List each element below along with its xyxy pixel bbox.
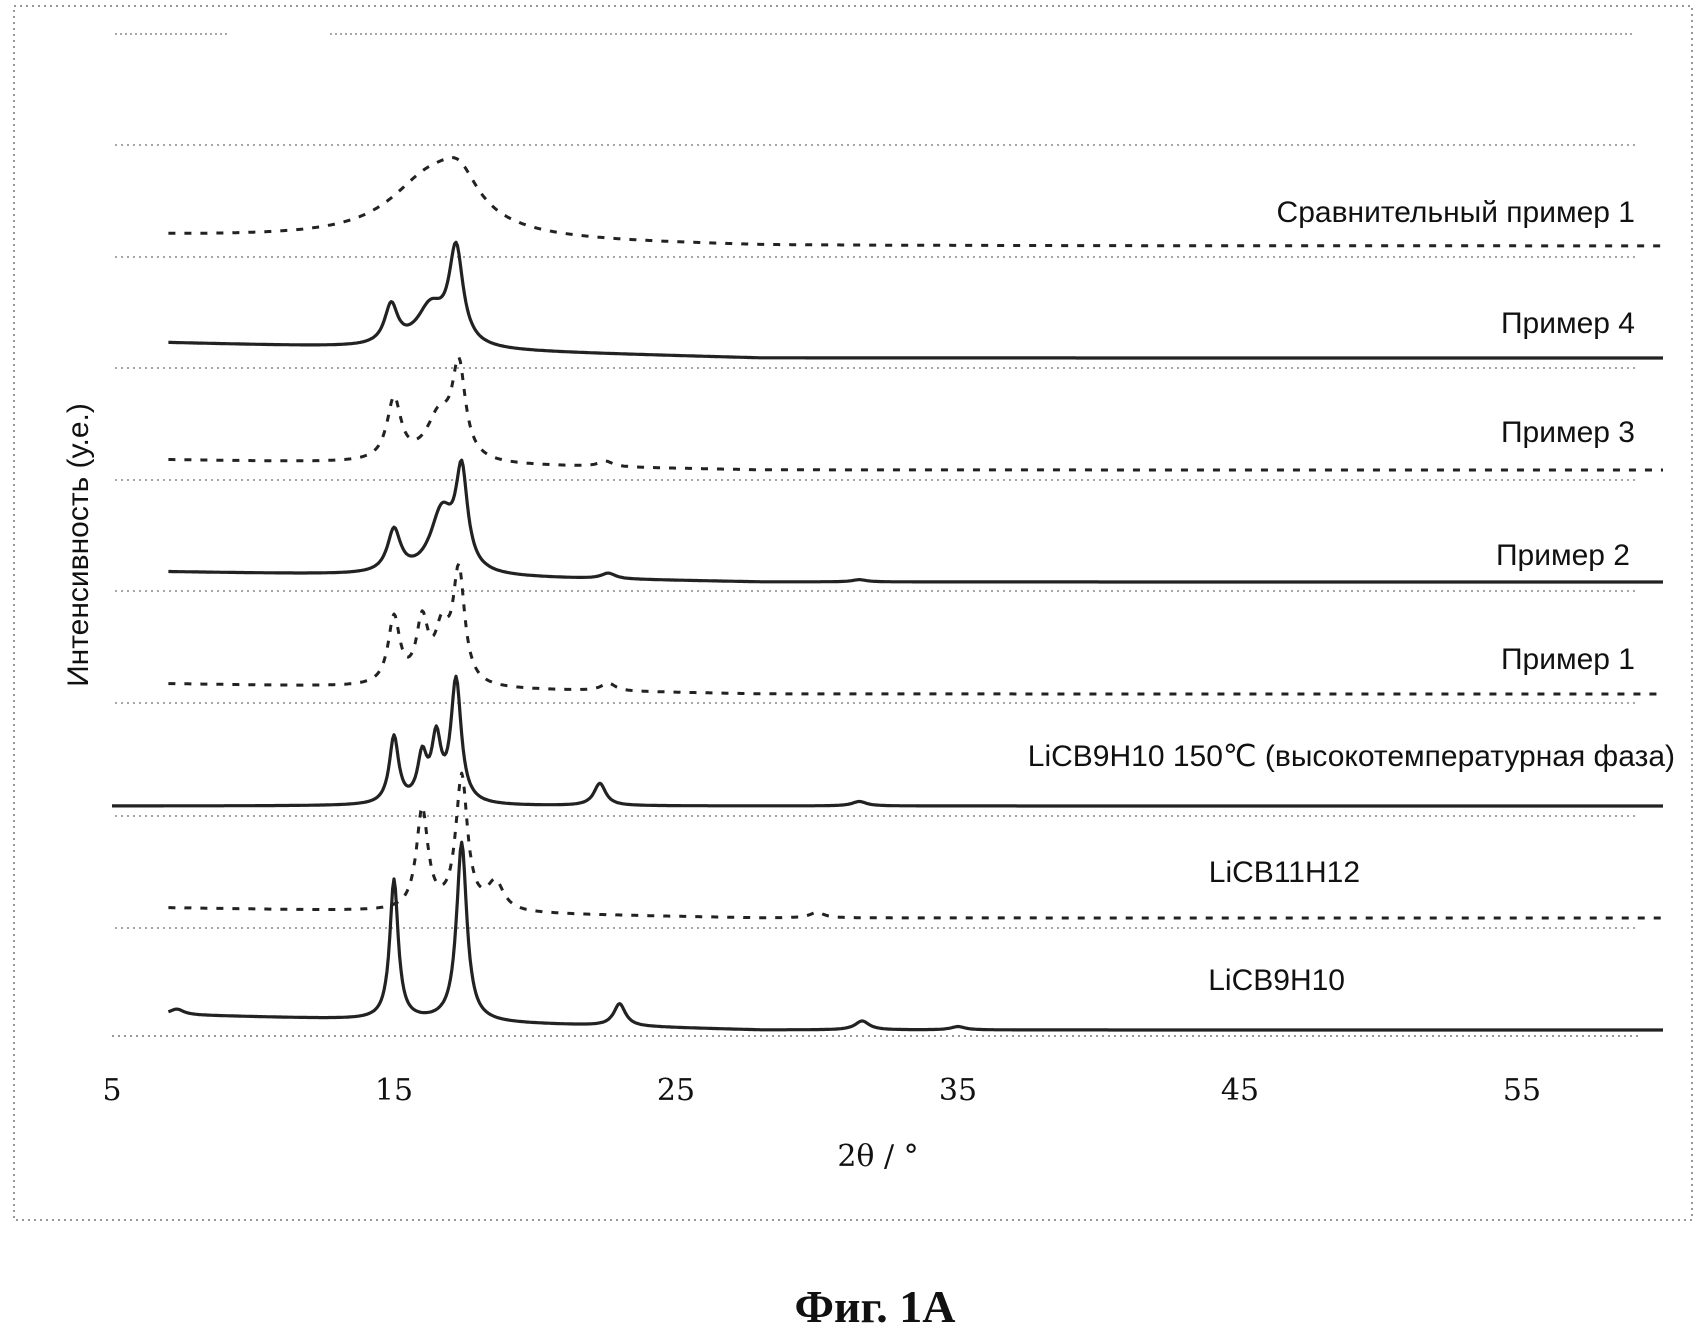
series-line xyxy=(168,357,1663,470)
series-label: LiCB11H12 xyxy=(1209,856,1360,889)
series-label: Пример 3 xyxy=(1501,416,1635,449)
series-label: Пример 4 xyxy=(1501,307,1635,340)
series-label: LiCB9H10 xyxy=(1208,964,1345,997)
x-tick-label: 55 xyxy=(1503,1073,1541,1108)
x-tick-label: 5 xyxy=(102,1073,121,1108)
series-line xyxy=(168,842,1663,1030)
series-label: Сравнительный пример 1 xyxy=(1277,196,1635,229)
x-tick-label: 45 xyxy=(1221,1073,1259,1108)
series-line xyxy=(168,242,1663,358)
series-label: Пример 1 xyxy=(1501,643,1635,676)
series-labels: Сравнительный пример 1 Пример 4 Пример 3 Пр… xyxy=(1028,196,1675,997)
x-tick-label: 15 xyxy=(375,1073,413,1108)
plot-frame xyxy=(14,6,1692,1220)
trace-separators xyxy=(115,145,1635,928)
x-tick-label: 25 xyxy=(657,1073,695,1108)
y-axis-label: Интенсивность (у.е.) xyxy=(62,403,95,687)
x-tick-label: 35 xyxy=(939,1073,977,1108)
figure-caption: Фиг. 1А xyxy=(795,1281,956,1332)
series-line xyxy=(168,460,1663,582)
x-axis-label: 2θ / ° xyxy=(837,1139,918,1174)
x-tick-labels: 5 15 25 35 45 55 xyxy=(102,1073,1541,1108)
series-label: Пример 2 xyxy=(1496,539,1630,572)
series-label: LiCB9H10 150℃ (высокотемпературная фаза) xyxy=(1028,740,1675,773)
traces xyxy=(112,158,1663,1030)
